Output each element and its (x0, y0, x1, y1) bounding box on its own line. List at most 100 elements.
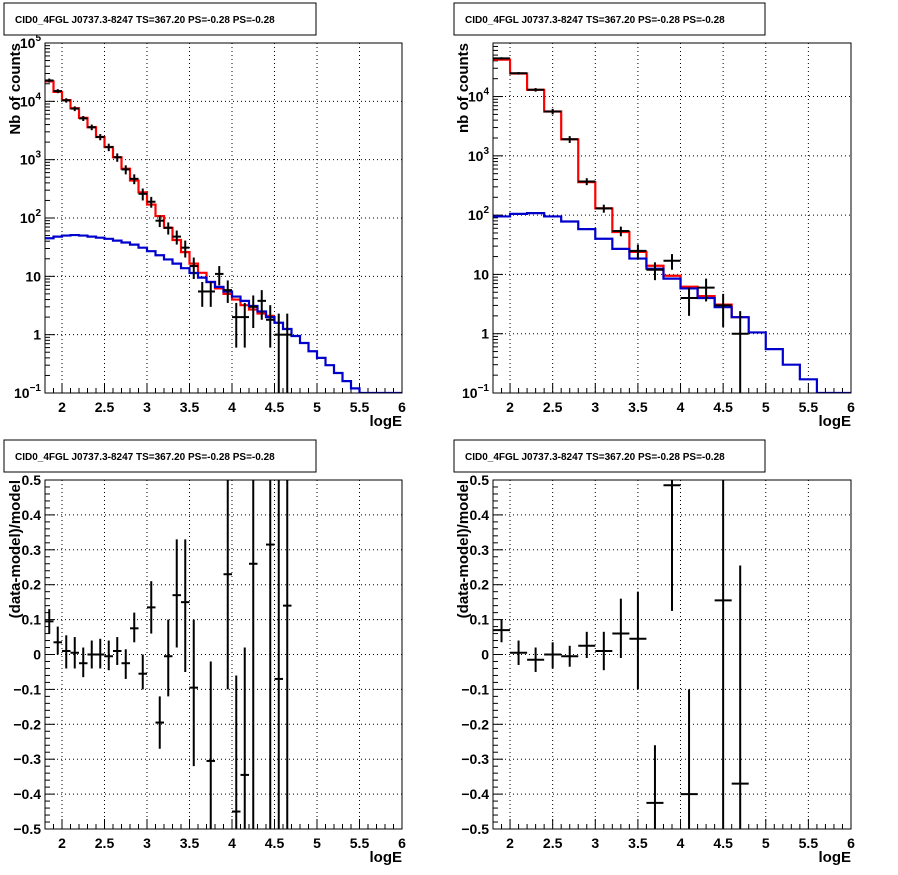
data-point (70, 106, 79, 112)
title-frame (453, 2, 766, 36)
y-tick-label: 102 (20, 208, 42, 226)
y-tick-label: 1 (33, 327, 41, 343)
chart-title-box: CID0_4FGL J0737.3-8247 TS=367.20 PS=-0.2… (453, 439, 766, 473)
title-frame (453, 439, 766, 473)
x-tick-label: 4 (228, 399, 236, 415)
title-frame (3, 439, 317, 473)
x-axis-title: logE (819, 413, 852, 430)
data-point (79, 116, 88, 122)
plot-area (45, 78, 402, 393)
x-tick-label: 2 (58, 399, 66, 415)
y-tick-label: −0.4 (13, 786, 41, 802)
y-tick-label: 10 (473, 266, 489, 282)
chart-title-box: CID0_4FGL J0737.3-8247 TS=367.20 PS=-0.2… (453, 2, 766, 36)
x-tick-label: 5 (313, 399, 321, 415)
y-axis-title: nb of counts (455, 43, 472, 133)
y-tick-label: −0.2 (461, 716, 489, 732)
x-tick-label: 2 (506, 835, 514, 851)
plot-frame (44, 42, 403, 394)
grid-lines (493, 43, 851, 393)
data-point (697, 278, 715, 302)
data-point (680, 689, 698, 829)
data-point (527, 88, 545, 92)
data-point (714, 480, 732, 829)
y-tick-label: 104 (20, 91, 42, 109)
data-point (249, 295, 258, 329)
x-tick-label: 5 (762, 399, 770, 415)
data-point (629, 591, 647, 690)
data-point (87, 640, 96, 669)
axis-ticks (492, 42, 852, 394)
chart-title: CID0_4FGL J0737.3-8247 TS=367.20 PS=-0.2… (465, 452, 725, 463)
data-point (731, 565, 749, 829)
data-point (130, 174, 139, 185)
x-tick-label: 2 (506, 399, 514, 415)
data-point (629, 244, 647, 260)
y-tick-label: −0.3 (13, 751, 41, 767)
x-tick-label: 4.5 (265, 835, 285, 851)
y-tick-label: −0.5 (461, 821, 489, 837)
data-point (113, 637, 122, 665)
plot-area (493, 480, 749, 829)
data-point (147, 196, 156, 208)
data-point (223, 480, 232, 690)
y-tick-label: −0.3 (461, 751, 489, 767)
x-tick-label: 2.5 (543, 835, 563, 851)
y-tick-label: 105 (20, 33, 42, 51)
data-point (714, 293, 732, 327)
y-tick-label: 10−1 (14, 383, 41, 401)
grid-lines (45, 43, 402, 393)
data-point (45, 609, 54, 634)
data-point (181, 240, 190, 258)
y-tick-label: 1 (481, 326, 489, 342)
data-point (232, 302, 241, 348)
data-point (121, 649, 130, 679)
chart-panel-3: 2 2.5 3 3.5 4 4.5 5 5.5 6 −0.5 −0.4 −0.3 −0.2 −0.1 0 0.… (3, 439, 406, 866)
x-axis-title: logE (819, 849, 852, 866)
plot-frame (492, 479, 852, 830)
y-tick-label: −0.4 (461, 786, 489, 802)
data-point (130, 612, 139, 643)
y-tick-exponent: 4 (35, 91, 41, 102)
y-tick-base: 10 (468, 148, 484, 164)
y-axis-title: (data-model)/model (7, 480, 24, 618)
data-point (510, 640, 528, 665)
y-tick-label: 102 (468, 205, 490, 223)
data-point (283, 313, 292, 393)
data-point (147, 581, 156, 634)
data-point (121, 165, 130, 175)
x-tick-label: 4 (677, 399, 685, 415)
y-tick-base: 10 (20, 152, 36, 168)
data-point (527, 647, 545, 672)
data-point (223, 280, 232, 303)
y-tick-base: 10 (468, 207, 484, 223)
y-tick-label: 0.2 (22, 577, 42, 593)
x-tick-label: 6 (398, 835, 406, 851)
data-point (493, 619, 511, 643)
y-tick-exponent: −1 (478, 383, 490, 394)
chart-title-box: CID0_4FGL J0737.3-8247 TS=367.20 PS=-0.2… (3, 2, 317, 36)
x-tick-label: 4 (677, 835, 685, 851)
x-tick-label: 3.5 (180, 399, 200, 415)
data-point (113, 153, 122, 162)
model-curve-total (493, 58, 749, 319)
chart-title: CID0_4FGL J0737.3-8247 TS=367.20 PS=-0.2… (15, 15, 275, 26)
data-point (646, 745, 664, 829)
data-point (53, 89, 62, 94)
x-tick-label: 3 (591, 835, 599, 851)
y-tick-exponent: 2 (483, 205, 489, 216)
data-point (215, 266, 224, 286)
y-tick-label: 0 (481, 647, 489, 663)
x-tick-label: 5 (762, 835, 770, 851)
data-point (138, 654, 147, 690)
y-tick-exponent: 2 (35, 208, 41, 219)
data-point (96, 134, 105, 141)
data-point (266, 480, 275, 829)
x-tick-label: 3.5 (180, 835, 200, 851)
data-point (172, 230, 181, 245)
x-tick-label: 4.5 (265, 399, 285, 415)
x-tick-label: 4.5 (713, 835, 733, 851)
x-tick-label: 2.5 (543, 399, 563, 415)
y-tick-label: 0.1 (470, 612, 490, 628)
